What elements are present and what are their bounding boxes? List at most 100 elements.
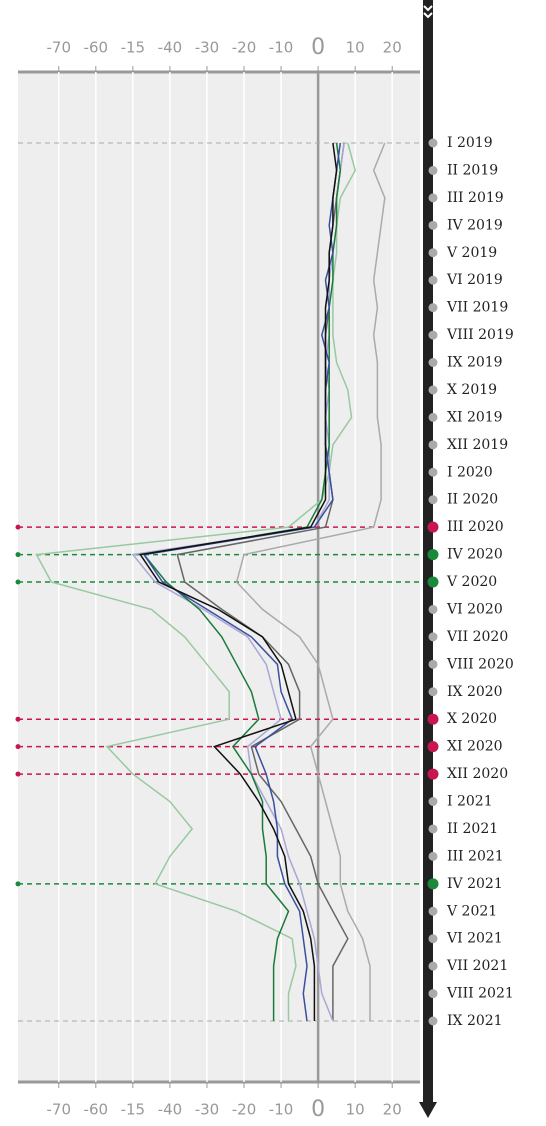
timeline-dot: [427, 741, 439, 753]
category-label: VI 2021: [446, 931, 503, 947]
timeline-dot: [428, 934, 438, 944]
timeline-dot: [428, 138, 438, 148]
category-label: V 2019: [446, 245, 497, 261]
category-label: II 2020: [447, 492, 498, 508]
series-line: [142, 142, 342, 1022]
x-tick-label: -20: [232, 1101, 257, 1119]
category-label: IV 2020: [447, 547, 503, 563]
timeline-bar: [423, 0, 433, 1104]
timeline-dot: [427, 576, 439, 588]
category-label: III 2020: [447, 519, 504, 535]
timeline-dot: [428, 165, 438, 175]
timeline-dot: [428, 989, 438, 999]
category-label: III 2021: [447, 848, 504, 864]
series-line: [235, 142, 386, 1021]
x-tick-label: -15: [121, 1101, 146, 1119]
x-tick-label: -30: [195, 1101, 220, 1119]
category-label: IV 2019: [447, 217, 503, 233]
timeline-dot: [427, 878, 439, 890]
category-label: VIII 2020: [446, 656, 514, 672]
category-label: VIII 2019: [446, 327, 514, 343]
highlight-dot: [15, 771, 21, 777]
series-line: [139, 142, 338, 1021]
timeline-dot: [428, 467, 438, 477]
category-label: XI 2020: [447, 739, 503, 755]
category-label: VII 2019: [446, 300, 508, 316]
timeline-dot: [428, 659, 438, 669]
timeline-dot: [428, 440, 438, 450]
category-label: VI 2020: [446, 601, 503, 617]
x-tick-label: 0: [311, 35, 325, 60]
x-tick-label: -60: [84, 1101, 109, 1119]
category-label: VIII 2021: [446, 986, 514, 1002]
timeline-dot: [428, 961, 438, 971]
timeline-dot: [428, 632, 438, 642]
x-tick-label: -70: [47, 39, 72, 57]
highlight-dot: [15, 881, 21, 887]
category-label: I 2020: [447, 464, 493, 480]
x-tick-label: -30: [195, 39, 220, 57]
x-tick-label: 20: [383, 39, 402, 57]
category-label: III 2019: [447, 190, 504, 206]
x-tick-label: -40: [158, 39, 183, 57]
timeline-dot: [428, 824, 438, 834]
x-tick-label: 10: [346, 1101, 365, 1119]
category-label: X 2019: [447, 382, 497, 398]
timeline-dot: [428, 495, 438, 505]
category-label: IV 2021: [447, 876, 503, 892]
series-line: [142, 142, 342, 1021]
category-label: XII 2020: [447, 766, 508, 782]
x-tick-label: 10: [346, 39, 365, 57]
timeline-dot: [427, 521, 439, 533]
series-line: [35, 142, 357, 1021]
x-tick-label: 0: [311, 1097, 325, 1122]
series-line: [131, 142, 345, 1022]
timeline-dot: [428, 330, 438, 340]
category-label: VII 2021: [446, 958, 508, 974]
highlight-dot: [15, 579, 21, 585]
category-label: IX 2020: [447, 684, 503, 700]
timeline-arrow: [419, 1102, 437, 1118]
x-tick-label: -60: [84, 39, 109, 57]
category-label: VI 2019: [446, 272, 503, 288]
highlight-dot: [15, 716, 21, 722]
category-label: II 2021: [447, 821, 498, 837]
category-label: VII 2020: [446, 629, 508, 645]
plot-background: [18, 72, 420, 1082]
timeline-dot: [427, 549, 439, 561]
timeline-dot: [428, 220, 438, 230]
x-tick-label: -10: [269, 39, 294, 57]
highlight-dot: [15, 744, 21, 750]
timeline-dot: [428, 193, 438, 203]
timeline-dot: [428, 248, 438, 258]
timeline-dot: [428, 1016, 438, 1026]
category-label: XI 2019: [447, 409, 503, 425]
highlight-dot: [15, 552, 21, 558]
x-tick-label: -40: [158, 1101, 183, 1119]
timeline-dot: [428, 851, 438, 861]
x-tick-label: -20: [232, 39, 257, 57]
timeline-dot: [427, 768, 439, 780]
category-label: V 2021: [446, 903, 497, 919]
timeline-dot: [428, 687, 438, 697]
category-label: IX 2019: [447, 355, 503, 371]
category-label: IX 2021: [447, 1013, 503, 1029]
timeline-dot: [427, 713, 439, 725]
timeline-chevrons: [423, 5, 433, 19]
timeline-dot: [428, 604, 438, 614]
x-tick-label: -70: [47, 1101, 72, 1119]
x-tick-label: 20: [383, 1101, 402, 1119]
highlight-dot: [15, 524, 21, 530]
timeline-dot: [428, 906, 438, 916]
timeline-dot: [428, 797, 438, 806]
x-tick-label: -15: [121, 39, 146, 57]
category-label: I 2021: [447, 794, 493, 810]
timeline-dot: [428, 412, 438, 422]
category-label: II 2019: [447, 162, 498, 178]
timeline-dot: [428, 275, 438, 285]
category-label: V 2020: [446, 574, 497, 590]
category-label: I 2019: [447, 135, 493, 151]
timeline-dot: [428, 358, 438, 367]
timeline-dot: [428, 303, 438, 313]
